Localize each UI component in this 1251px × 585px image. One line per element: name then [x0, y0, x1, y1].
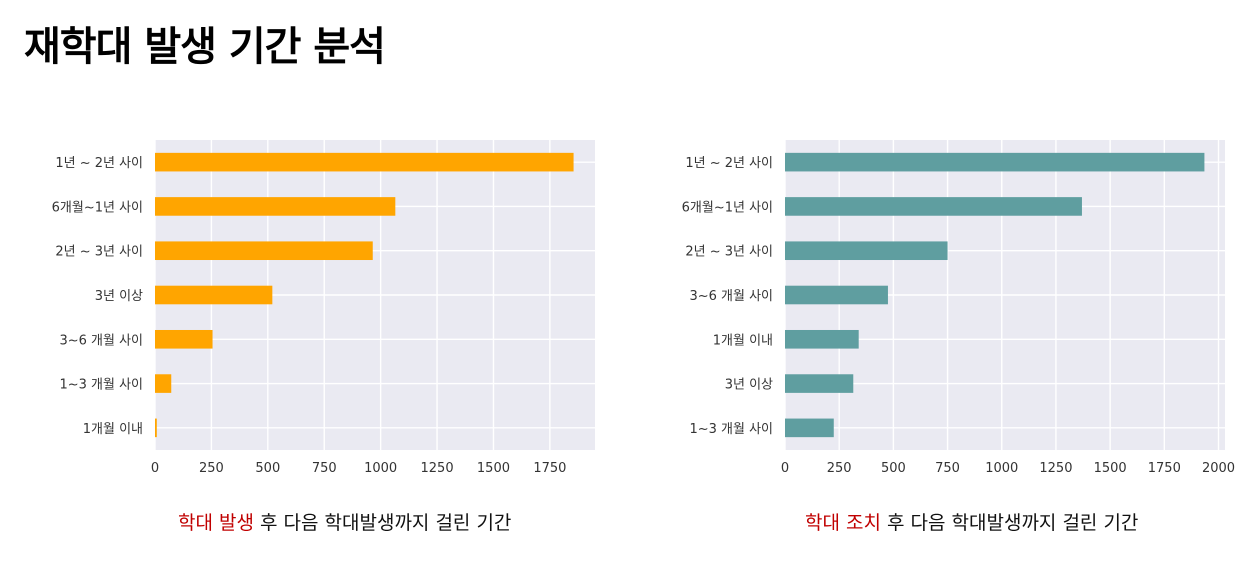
bar	[155, 374, 172, 393]
y-tick-label: 3년 이상	[725, 378, 773, 393]
y-tick-label: 1년 ~ 2년 사이	[685, 156, 773, 171]
y-tick-label: 6개월~1년 사이	[682, 200, 773, 215]
x-tick-label: 750	[935, 461, 960, 476]
x-tick-label: 1000	[985, 461, 1018, 476]
x-tick-label: 1250	[421, 461, 454, 476]
x-tick-label: 750	[312, 461, 337, 476]
bar	[785, 241, 948, 261]
bar	[785, 329, 859, 349]
bar	[155, 285, 273, 305]
right-caption-highlight: 학대 조치	[805, 512, 881, 534]
x-tick-label: 1500	[477, 461, 510, 476]
x-tick-label: 500	[881, 461, 906, 476]
y-tick-label: 3~6 개월 사이	[59, 333, 143, 348]
bar	[155, 241, 373, 261]
x-tick-label: 1000	[364, 461, 397, 476]
y-tick-label: 1~3 개월 사이	[59, 378, 143, 393]
y-tick-label: 2년 ~ 3년 사이	[55, 245, 143, 260]
right-caption-text: 후 다음 학대발생까지 걸린 기간	[880, 512, 1139, 534]
bar	[785, 285, 888, 305]
y-tick-label: 1개월 이내	[713, 333, 773, 348]
x-tick-label: 1250	[1039, 461, 1072, 476]
bar	[785, 197, 1082, 216]
y-tick-label: 6개월~1년 사이	[52, 200, 143, 215]
left-bar-chart: 0 250 500 750 1000 1250 1500 1750 1년 ~ 2년 사이 6개월~…	[52, 140, 595, 476]
bar	[785, 418, 834, 438]
left-caption-highlight: 학대 발생	[178, 512, 254, 534]
page-title: 재학대 발생 기간 분석	[24, 24, 386, 70]
bar	[155, 152, 574, 172]
x-tick-label: 250	[199, 461, 224, 476]
bar	[785, 374, 854, 393]
bar	[155, 197, 396, 216]
y-tick-label: 1년 ~ 2년 사이	[55, 156, 143, 171]
right-bar-chart: 0 250 500 750 1000 1250 1500 1750 2000 1년 ~ 2년 사이…	[682, 140, 1235, 476]
x-tick-label: 1750	[1148, 461, 1181, 476]
right-chart-caption: 학대 조치 후 다음 학대발생까지 걸린 기간	[805, 508, 1138, 535]
left-caption-text: 후 다음 학대발생까지 걸린 기간	[253, 512, 512, 534]
left-chart-caption: 학대 발생 후 다음 학대발생까지 걸린 기간	[178, 508, 511, 535]
x-tick-label: 250	[827, 461, 852, 476]
x-tick-label: 2000	[1202, 461, 1235, 476]
x-tick-label: 1750	[533, 461, 566, 476]
x-tick-label: 0	[781, 461, 789, 476]
y-tick-label: 3~6 개월 사이	[689, 289, 773, 304]
bar	[785, 152, 1205, 172]
x-tick-label: 1500	[1094, 461, 1127, 476]
y-tick-label: 1개월 이내	[83, 422, 143, 437]
x-tick-label: 0	[151, 461, 159, 476]
bar	[155, 418, 157, 438]
bar	[155, 329, 213, 349]
y-tick-label: 1~3 개월 사이	[689, 422, 773, 437]
y-tick-label: 3년 이상	[95, 289, 143, 304]
y-tick-label: 2년 ~ 3년 사이	[685, 245, 773, 260]
x-tick-label: 500	[255, 461, 280, 476]
